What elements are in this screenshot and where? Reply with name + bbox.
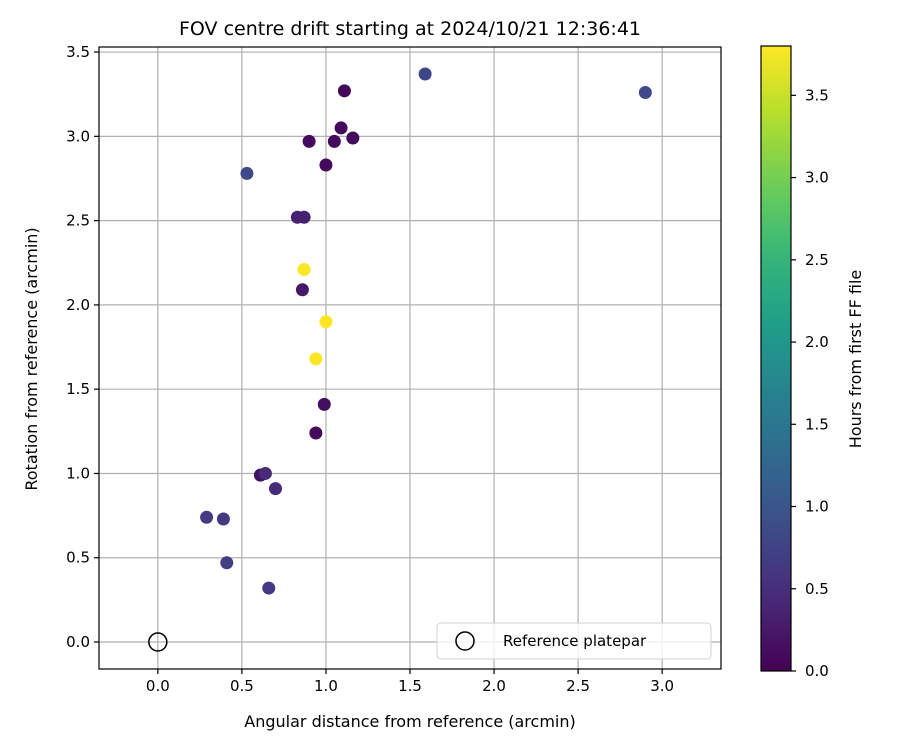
colorbar-tick-label: 2.5 — [805, 251, 829, 269]
colorbar-label: Hours from first FF file — [846, 270, 865, 449]
data-point — [418, 67, 432, 81]
x-tick-label: 3.0 — [650, 677, 674, 695]
x-tick-label: 0.5 — [230, 677, 254, 695]
y-tick-label: 1.5 — [66, 380, 90, 398]
y-tick-label: 2.0 — [66, 296, 90, 314]
legend-box — [436, 622, 712, 660]
colorbar-frame — [760, 45, 792, 672]
data-point — [295, 283, 309, 297]
data-point — [346, 131, 360, 145]
y-axis-label: Rotation from reference (arcmin) — [22, 227, 41, 490]
grid — [99, 47, 721, 669]
x-tick-label: 1.5 — [398, 677, 422, 695]
legend: Reference platepar — [436, 622, 712, 660]
x-tick-label: 2.0 — [482, 677, 506, 695]
data-point — [240, 166, 254, 180]
y-tick-label: 2.5 — [66, 212, 90, 230]
colorbar-tick-label: 0.0 — [805, 662, 829, 680]
chart-title: FOV centre drift starting at 2024/10/21 … — [179, 18, 641, 40]
data-point — [302, 134, 316, 148]
x-tick-label: 1.0 — [314, 677, 338, 695]
data-point — [269, 482, 283, 496]
data-point — [309, 352, 323, 366]
y-tick-label: 0.0 — [66, 633, 90, 651]
colorbar-tick-label: 1.0 — [805, 498, 829, 516]
colorbar-tick-label: 2.0 — [805, 333, 829, 351]
data-point — [319, 158, 333, 172]
data-point — [258, 466, 272, 480]
colorbar: 0.0 0.5 1.0 1.5 2.0 2.5 3.0 3.5 Hours from firs… — [760, 45, 865, 680]
legend-marker-reference — [455, 631, 475, 651]
data-point — [297, 210, 311, 224]
x-axis-label: Angular distance from reference (arcmin) — [244, 712, 575, 731]
data-point — [317, 397, 331, 411]
y-tick-label: 1.0 — [66, 464, 90, 482]
x-tick-label: 2.5 — [566, 677, 590, 695]
y-tick-label: 3.5 — [66, 43, 90, 61]
data-point — [216, 512, 230, 526]
data-point — [309, 426, 323, 440]
legend-label-reference: Reference platepar — [503, 632, 647, 650]
data-point — [327, 134, 341, 148]
data-points — [148, 67, 652, 652]
data-point — [200, 510, 214, 524]
colorbar-gradient — [761, 46, 791, 671]
data-point — [319, 315, 333, 329]
data-point — [297, 263, 311, 277]
data-point — [262, 581, 276, 595]
reference-marker — [148, 632, 168, 652]
data-point — [638, 86, 652, 100]
colorbar-ticks: 0.0 0.5 1.0 1.5 2.0 2.5 3.0 3.5 — [791, 86, 829, 680]
axes: 0.0 0.5 1.0 1.5 2.0 2.5 3.0 0.0 0.5 1.0 1.5 2.0 2.5 3… — [66, 43, 722, 695]
y-tick-label: 0.5 — [66, 549, 90, 567]
y-tick-label: 3.0 — [66, 127, 90, 145]
data-point — [337, 84, 351, 98]
colorbar-tick-label: 0.5 — [805, 580, 829, 598]
data-point — [334, 121, 348, 135]
colorbar-tick-label: 3.5 — [805, 86, 829, 104]
data-point — [220, 556, 234, 570]
colorbar-tick-label: 3.0 — [805, 169, 829, 187]
x-tick-label: 0.0 — [146, 677, 170, 695]
colorbar-tick-label: 1.5 — [805, 415, 829, 433]
